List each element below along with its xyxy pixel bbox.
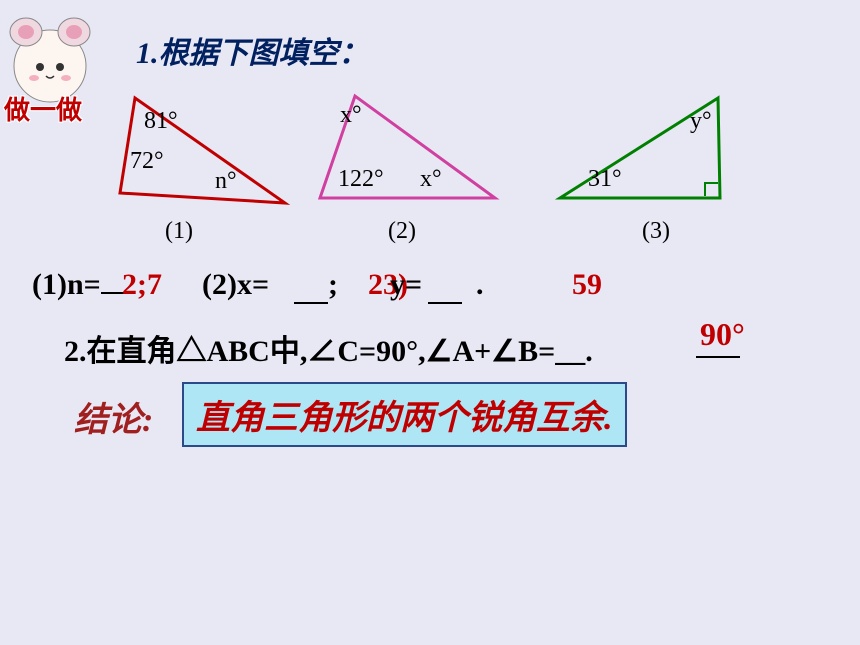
ans2-label: (2)x= [202,268,269,302]
triangle-row: 81° 72° n° (1) x° 122° x° (2) y° 31° (3) [110,88,850,248]
conclusion-label: 结论: [74,392,153,441]
conclusion-box: 直角三角形的两个锐角互余. [182,382,627,447]
triangle-1: 81° 72° n° (1) [110,88,300,213]
t2-angle-c: x° [420,166,442,193]
ans1-label: (1)n= [32,268,101,301]
t2-sublabel: (2) [388,218,416,245]
right-angle-icon [704,182,718,196]
t1-angle-b: 72° [130,148,164,175]
t1-sublabel: (1) [165,218,193,245]
triangle-2: x° 122° x° (2) [310,88,510,213]
t3-angle-b: 31° [588,166,622,193]
t2-angle-b: 122° [338,166,384,193]
answers-row: (1)n= 2;7 (2)x= ; 23) y= . 59 [32,268,832,308]
t1-angle-c: n° [215,168,237,195]
do-it-label: 做一做 [4,90,82,127]
question-2-answer: 90° [700,316,745,353]
t2-angle-a: x° [340,102,362,129]
triangle-3: y° 31° (3) [550,88,740,213]
question-1-title: 1.根据下图填空： [136,28,369,72]
ans3-value: 59 [572,268,602,302]
t3-sublabel: (3) [642,218,670,245]
ans3-label: y= [390,268,422,302]
t1-angle-a: 81° [144,108,178,135]
q2-underline [696,356,740,358]
ans1-value: 2;7 [122,268,162,302]
question-2-text: 2.在直角△ABC中,∠C=90°,∠A+∠B=__. [64,326,593,370]
t3-angle-a: y° [690,108,712,135]
